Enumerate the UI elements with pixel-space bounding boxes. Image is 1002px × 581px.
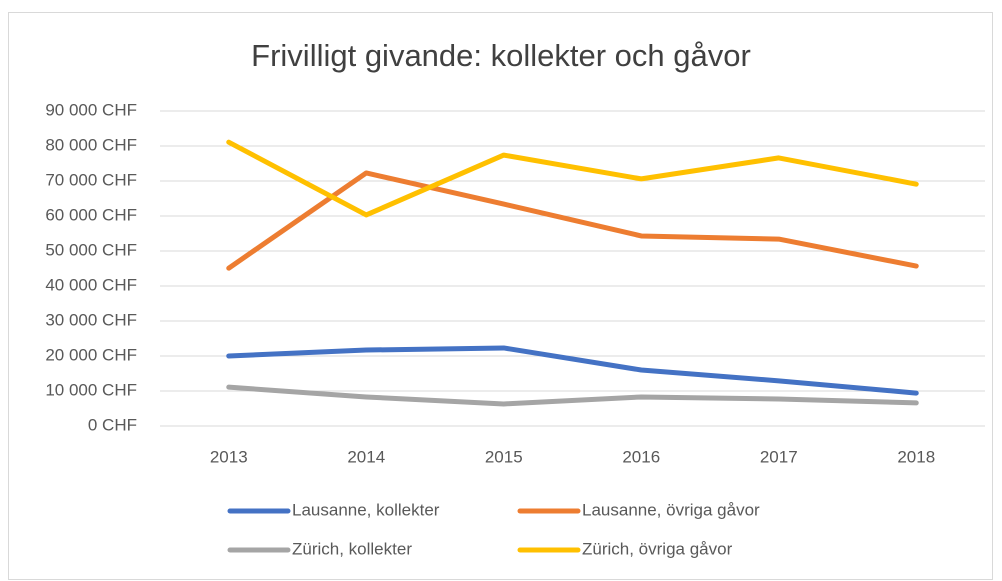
y-tick-label: 0 CHF	[88, 415, 137, 434]
chart-border	[8, 12, 993, 580]
x-tick-label: 2018	[897, 447, 935, 466]
chart-title: Frivilligt givande: kollekter och gåvor	[251, 38, 751, 73]
data-line	[226, 345, 919, 396]
legend-label: Lausanne, övriga gåvor	[582, 500, 760, 519]
y-tick-label: 90 000 CHF	[45, 100, 137, 119]
y-tick-label: 40 000 CHF	[45, 275, 137, 294]
data-line	[226, 139, 919, 218]
legend-label: Zürich, övriga gåvor	[582, 539, 733, 558]
x-tick-label: 2015	[485, 447, 523, 466]
y-tick-label: 60 000 CHF	[45, 205, 137, 224]
y-tick-label: 30 000 CHF	[45, 310, 137, 329]
x-tick-label: 2017	[760, 447, 798, 466]
y-tick-label: 10 000 CHF	[45, 380, 137, 399]
data-line	[226, 170, 919, 271]
data-line	[226, 384, 919, 407]
x-tick-label: 2016	[622, 447, 660, 466]
x-tick-label: 2014	[347, 447, 385, 466]
y-tick-label: 20 000 CHF	[45, 345, 137, 364]
y-tick-label: 80 000 CHF	[45, 135, 137, 154]
legend-label: Zürich, kollekter	[292, 539, 412, 558]
legend-label: Lausanne, kollekter	[292, 500, 440, 519]
y-tick-label: 70 000 CHF	[45, 170, 137, 189]
y-tick-label: 50 000 CHF	[45, 240, 137, 259]
x-tick-label: 2013	[210, 447, 248, 466]
